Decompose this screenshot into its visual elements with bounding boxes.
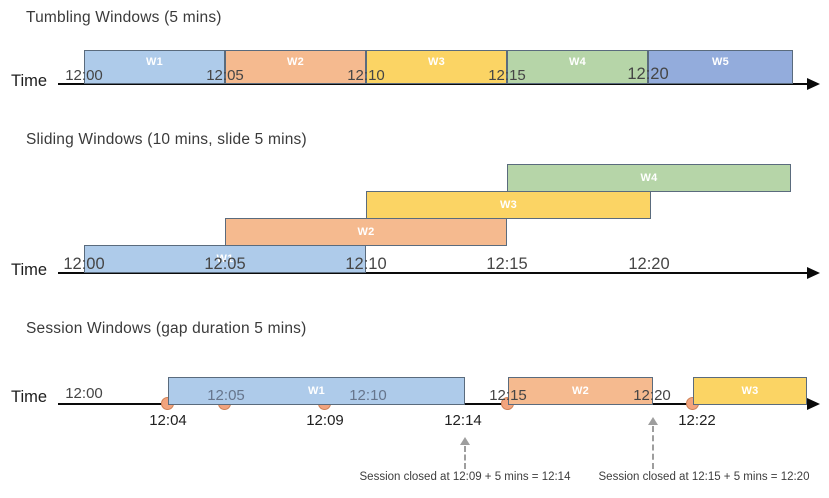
sliding-window-w1: W1 [84,245,366,273]
sliding-title: Sliding Windows (10 mins, slide 5 mins) [26,131,307,148]
session-tick-1220: 12:20 [633,387,671,404]
tumbling-window-w3: W3 [366,50,507,84]
window-label: W3 [499,199,518,211]
window-label: W3 [427,56,446,68]
window-label: W4 [640,172,658,184]
tumbling-timeline [58,83,808,85]
tumbling-window-w2: W2 [225,50,366,84]
dashed-callout-line [464,446,466,469]
window-label: W3 [741,385,759,397]
session-window-w2: W2 [508,377,653,405]
session-event-label-1204: 12:04 [149,412,187,429]
session-event-label-1222: 12:22 [678,412,716,429]
window-label: W1 [216,253,234,265]
sliding-time-label: Time [11,261,48,279]
session-title: Session Windows (gap duration 5 mins) [26,320,307,337]
window-label: W1 [307,385,326,397]
tumbling-window-w4: W4 [507,50,648,84]
window-label: W2 [357,226,375,238]
session-time-label: Time [11,388,48,406]
sliding-window-w2: W2 [225,218,507,246]
up-arrow-icon [648,417,658,425]
session-arrowhead-icon [807,398,820,410]
session-window-w3: W3 [693,377,807,405]
window-label: W1 [145,56,164,68]
session-annotation-1: Session closed at 12:09 + 5 mins = 12:14 [359,471,571,483]
dashed-callout-line [652,426,654,469]
tumbling-tick-1210: 12:10 [347,67,385,84]
tumbling-window-w5: W5 [648,50,793,84]
session-event-label-1209: 12:09 [306,412,344,429]
sliding-window-w3: W3 [366,191,651,219]
session-tick-1210: 12:10 [349,387,387,404]
sliding-tick-1200: 12:00 [63,255,105,273]
session-event-label-1214: 12:14 [444,412,482,429]
session-tick-1215: 12:15 [489,387,527,404]
tumbling-tick-1200: 12:00 [65,67,103,84]
window-label: W4 [568,56,587,68]
window-label: W5 [711,56,730,68]
tumbling-tick-1215: 12:15 [488,67,526,84]
window-label: W2 [286,56,305,68]
session-tick-1200: 12:00 [65,385,103,402]
sliding-tick-1215: 12:15 [486,255,528,273]
sliding-window-w4: W4 [507,164,791,192]
session-window-w1: W1 [168,377,465,405]
session-annotation-2: Session closed at 12:15 + 5 mins = 12:20 [598,471,810,483]
sliding-arrowhead-icon [807,267,820,279]
tumbling-title: Tumbling Windows (5 mins) [26,9,222,26]
tumbling-tick-1205: 12:05 [206,67,244,84]
session-tick-1205: 12:05 [207,387,245,404]
tumbling-arrowhead-icon [807,78,820,90]
up-arrow-icon [460,437,470,445]
sliding-tick-1205: 12:05 [204,255,246,273]
sliding-tick-1220: 12:20 [628,255,670,273]
sliding-tick-1210: 12:10 [345,255,387,273]
tumbling-window-w1: W1 [84,50,225,84]
tumbling-time-label: Time [11,72,48,90]
window-label: W2 [571,385,590,397]
sliding-timeline [58,272,808,274]
tumbling-tick-1220: 12:20 [627,65,669,83]
